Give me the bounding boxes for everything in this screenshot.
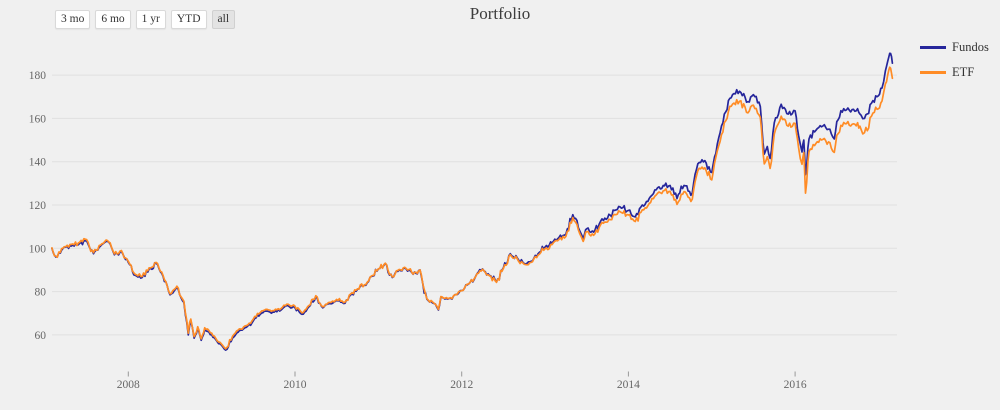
range-button-all[interactable]: all <box>211 10 236 30</box>
range-button-1yr[interactable]: 1 yr <box>135 10 166 30</box>
y-axis-label: 60 <box>35 330 47 342</box>
y-axis-label: 120 <box>29 200 47 212</box>
series-line-etf <box>51 66 894 350</box>
range-button-3mo[interactable]: 3 mo <box>55 10 91 30</box>
y-axis-label: 160 <box>29 113 47 125</box>
range-button-6mo[interactable]: 6 mo <box>95 10 131 30</box>
legend-item-etf[interactable]: ETF <box>920 65 989 80</box>
y-axis-label: 140 <box>29 157 47 169</box>
series-line-fundos <box>51 52 894 351</box>
x-axis-label: 2010 <box>284 379 307 391</box>
legend-label-fundos: Fundos <box>952 40 989 54</box>
range-button-ytd[interactable]: YTD <box>170 10 207 30</box>
x-axis-label: 2014 <box>617 379 640 391</box>
range-selector: 3 mo 6 mo 1 yr YTD all <box>55 10 236 30</box>
y-axis-label: 180 <box>29 70 47 82</box>
legend-line-swatch-fundos <box>920 46 946 49</box>
legend: Fundos ETF <box>920 40 989 80</box>
legend-item-fundos[interactable]: Fundos <box>920 40 989 55</box>
legend-line-swatch-etf <box>920 71 946 74</box>
y-axis-label: 80 <box>35 287 47 299</box>
page-title: Portfolio <box>469 4 531 23</box>
x-axis-label: 2012 <box>450 379 473 391</box>
legend-label-etf: ETF <box>952 65 975 79</box>
x-axis-label: 2016 <box>784 379 807 391</box>
y-axis-label: 100 <box>29 243 47 255</box>
x-axis-label: 2008 <box>117 379 140 391</box>
